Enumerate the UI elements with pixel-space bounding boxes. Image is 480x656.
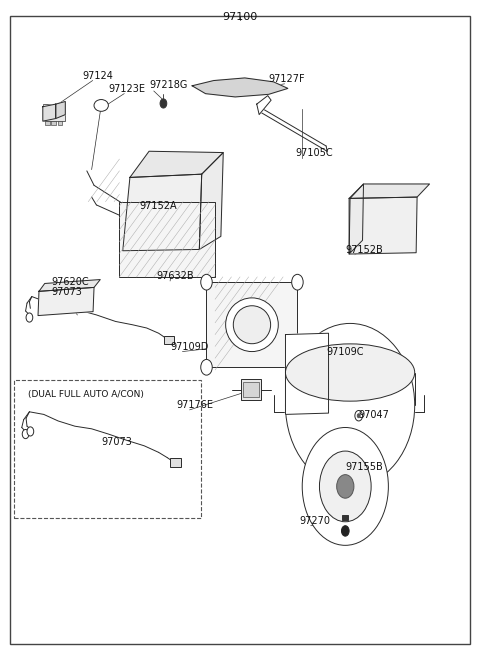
Circle shape xyxy=(357,414,360,418)
Circle shape xyxy=(292,274,303,290)
Bar xyxy=(170,458,180,467)
Bar xyxy=(43,104,65,121)
Polygon shape xyxy=(56,102,65,119)
Ellipse shape xyxy=(94,100,108,112)
Bar xyxy=(45,121,49,125)
Text: 97047: 97047 xyxy=(359,409,390,420)
Polygon shape xyxy=(350,184,430,198)
Ellipse shape xyxy=(233,306,271,344)
Text: 97105C: 97105C xyxy=(295,148,333,158)
Circle shape xyxy=(201,359,212,375)
Text: 97152B: 97152B xyxy=(345,245,383,255)
Text: 97632B: 97632B xyxy=(156,271,194,281)
Polygon shape xyxy=(43,104,56,121)
Polygon shape xyxy=(192,78,288,97)
Ellipse shape xyxy=(286,344,415,401)
Circle shape xyxy=(27,427,34,436)
Text: 97218G: 97218G xyxy=(149,80,187,90)
Bar xyxy=(342,514,348,520)
Circle shape xyxy=(292,359,303,375)
Polygon shape xyxy=(286,333,328,415)
Text: 97100: 97100 xyxy=(222,12,258,22)
Bar xyxy=(51,121,56,125)
Ellipse shape xyxy=(226,298,278,352)
Circle shape xyxy=(355,411,362,421)
Circle shape xyxy=(302,428,388,545)
Polygon shape xyxy=(349,184,363,254)
Circle shape xyxy=(341,525,349,536)
Ellipse shape xyxy=(286,323,415,487)
Text: 97127F: 97127F xyxy=(269,74,305,84)
Text: 97123E: 97123E xyxy=(108,84,145,94)
Polygon shape xyxy=(130,152,223,177)
Polygon shape xyxy=(349,197,417,254)
Polygon shape xyxy=(39,279,100,291)
Text: 97620C: 97620C xyxy=(51,277,89,287)
Bar xyxy=(14,380,201,518)
Text: 97270: 97270 xyxy=(300,516,331,525)
Bar xyxy=(206,282,298,367)
Circle shape xyxy=(22,430,29,439)
Text: 97073: 97073 xyxy=(101,437,132,447)
Bar xyxy=(164,336,174,344)
Text: 97152A: 97152A xyxy=(140,201,177,211)
Circle shape xyxy=(26,313,33,322)
Text: 97124: 97124 xyxy=(82,71,113,81)
Circle shape xyxy=(201,274,212,290)
Bar xyxy=(243,382,259,398)
Text: (DUAL FULL AUTO A/CON): (DUAL FULL AUTO A/CON) xyxy=(28,390,144,399)
Polygon shape xyxy=(199,153,223,249)
Polygon shape xyxy=(257,96,271,115)
Text: 97155B: 97155B xyxy=(345,462,383,472)
Polygon shape xyxy=(38,287,94,316)
Bar xyxy=(120,201,215,277)
Bar xyxy=(241,379,261,400)
Circle shape xyxy=(320,451,371,522)
Circle shape xyxy=(336,475,354,498)
Bar xyxy=(58,121,62,125)
Circle shape xyxy=(160,99,167,108)
Text: 97073: 97073 xyxy=(51,287,82,297)
Text: 97109C: 97109C xyxy=(326,347,364,357)
Text: 97176E: 97176E xyxy=(177,400,214,410)
Polygon shape xyxy=(123,174,202,251)
Text: 97109D: 97109D xyxy=(170,342,209,352)
